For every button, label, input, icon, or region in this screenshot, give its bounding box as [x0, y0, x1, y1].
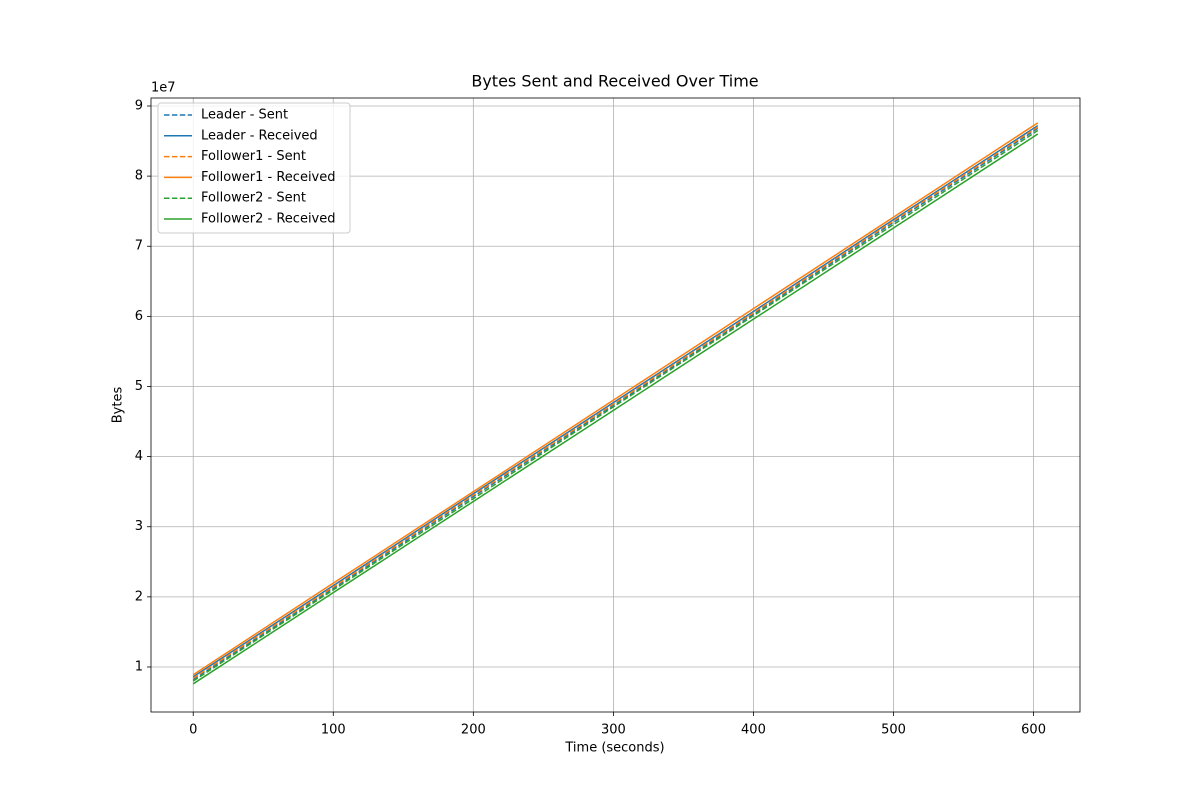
y-tick-label: 2 — [135, 589, 143, 604]
x-axis-label: Time (seconds) — [564, 741, 664, 756]
y-tick-label: 6 — [135, 309, 143, 324]
x-tick-label: 0 — [189, 723, 197, 738]
y-tick-label: 4 — [135, 449, 143, 464]
legend: Leader - Sent Leader - Received Follower1 … — [157, 102, 351, 234]
legend-label: Leader - Received — [201, 128, 318, 143]
legend-label: Follower1 - Received — [201, 170, 336, 185]
y-offset-text: 1e7 — [151, 81, 176, 96]
legend-box — [157, 102, 351, 234]
legend-label: Follower2 - Received — [201, 212, 336, 227]
legend-label: Follower2 - Sent — [201, 191, 306, 206]
chart-title: Bytes Sent and Received Over Time — [471, 72, 758, 91]
x-tick-label: 400 — [741, 723, 766, 738]
series-line — [192, 129, 1039, 682]
y-tick-label: 3 — [135, 519, 143, 534]
x-tick-label: 500 — [881, 723, 906, 738]
series-line — [192, 133, 1039, 685]
y-axis-label: Bytes — [111, 387, 126, 424]
series-line — [192, 125, 1039, 678]
x-tick-label: 100 — [321, 723, 346, 738]
series-line — [192, 122, 1039, 676]
x-tick-label: 200 — [461, 723, 486, 738]
plot-frame — [150, 97, 1081, 713]
x-tick-label: 300 — [601, 723, 626, 738]
x-tick-label: 600 — [1021, 723, 1046, 738]
y-tick-label: 1 — [135, 659, 143, 674]
series-line — [192, 126, 1039, 679]
legend-label: Follower1 - Sent — [201, 149, 306, 164]
y-tick-label: 8 — [135, 169, 143, 184]
y-tick-label: 5 — [135, 379, 143, 394]
y-tick-label: 9 — [135, 98, 143, 113]
legend-label: Leader - Sent — [201, 108, 288, 123]
series-line — [192, 127, 1039, 681]
y-tick-label: 7 — [135, 239, 143, 254]
